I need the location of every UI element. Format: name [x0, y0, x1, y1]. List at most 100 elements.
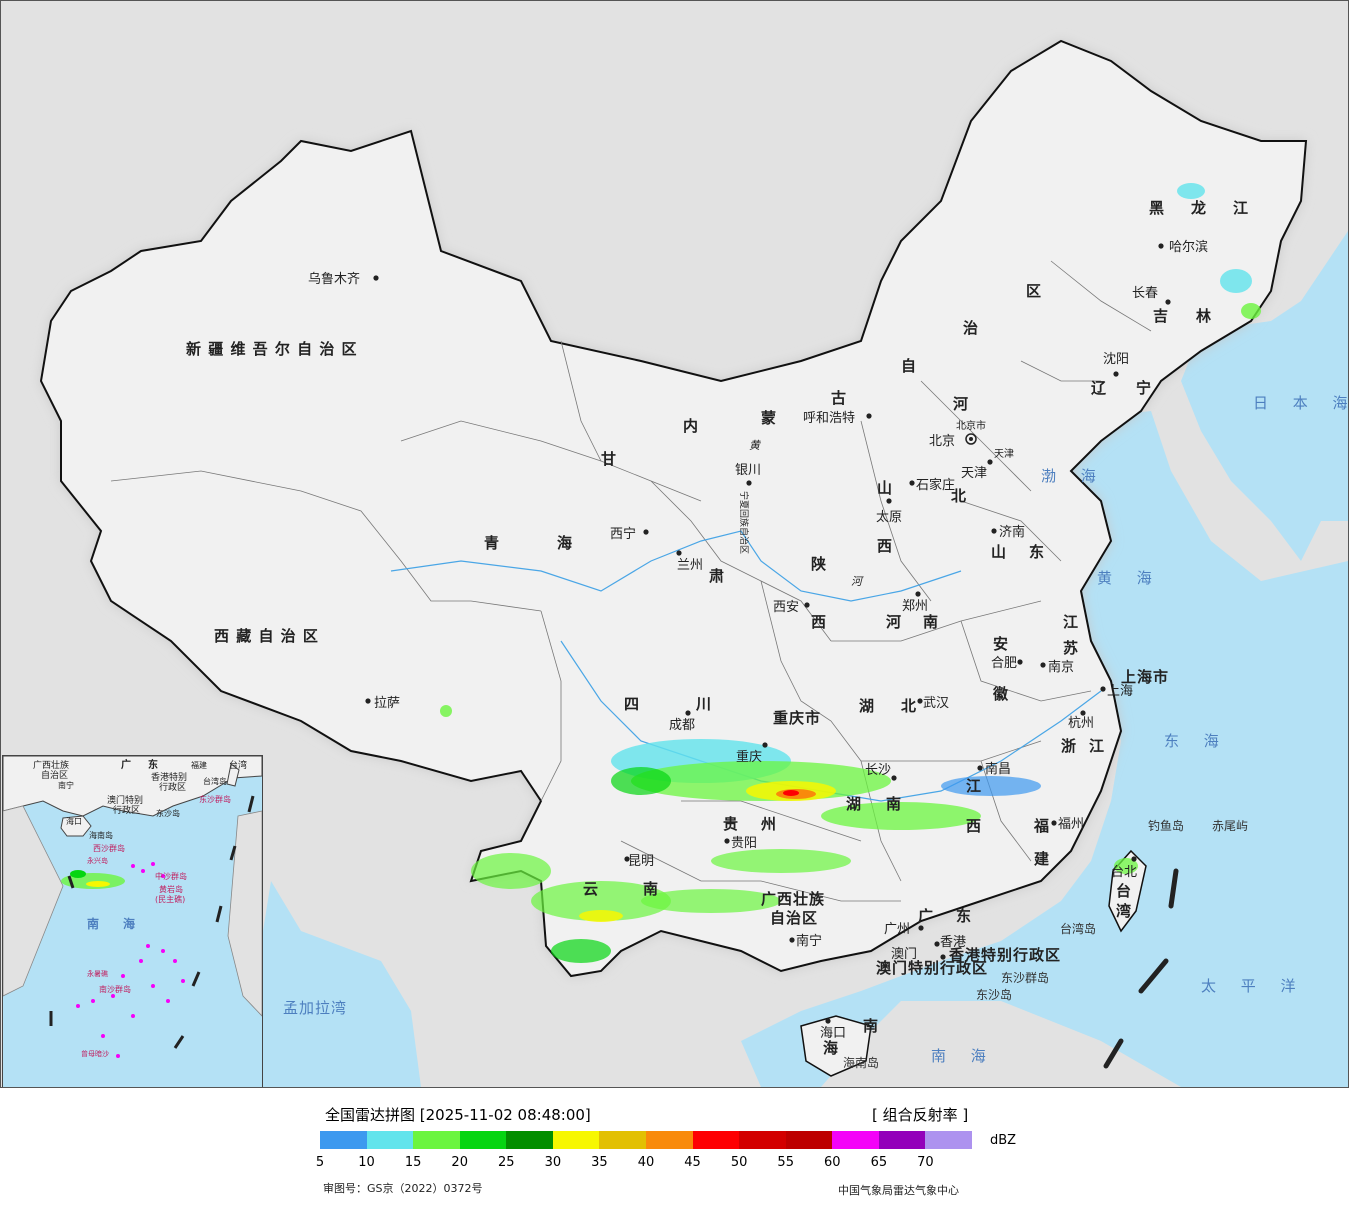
color-swatch: [459, 1131, 507, 1149]
inset-boundary-dashes: [49, 795, 255, 1049]
province-labels: 新 疆 维 吾 尔 自 治 区 西 藏 自 治 区 青 海 四 川 甘 肃 内 …: [186, 199, 1249, 1057]
city-label: 济南: [999, 524, 1025, 540]
sea-label: 东 海: [1164, 732, 1229, 750]
inset-land: [3, 756, 262, 817]
province-label: 香港特别行政区: [949, 946, 1061, 964]
city-label: 呼和浩特: [803, 411, 855, 426]
inset-canvas: 广西壮族 自治区 南宁 广 东 福建 台湾 香港特别 行政区 台湾岛 澳门特别 …: [3, 756, 262, 1058]
city-label: 贵阳: [731, 836, 757, 851]
color-swatch: [739, 1131, 786, 1149]
color-scale-bar: [320, 1131, 972, 1149]
inset-label: 广西壮族: [33, 759, 69, 771]
river-label: 黄: [749, 439, 762, 452]
inset-label: 福建: [191, 760, 207, 770]
city-label: 沈阳: [1103, 352, 1129, 367]
scale-tick-label: 65: [870, 1155, 888, 1170]
inset-label: 行政区: [113, 804, 140, 816]
inset-hainan: [60, 815, 92, 837]
inset-label: (民主礁): [155, 894, 185, 904]
inset-label: 西沙群岛: [93, 843, 125, 853]
city-label: 杭州: [1068, 716, 1094, 731]
province-label: 南: [643, 880, 659, 898]
province-label: 广: [918, 907, 934, 925]
city-label: 西安: [773, 600, 799, 615]
province-label: 蒙: [761, 409, 777, 427]
province-label: 川: [695, 695, 712, 713]
city-label: 福州: [1058, 817, 1084, 832]
province-label: 江: [1063, 613, 1079, 631]
inset-reefs: [76, 862, 185, 1058]
province-label: 湾: [1116, 902, 1132, 920]
city-label: 重庆: [736, 749, 762, 765]
inset-label: 中沙群岛: [155, 871, 187, 881]
province-label: 湖: [859, 697, 875, 715]
province-label: 南: [863, 1017, 879, 1035]
province-label: 北: [901, 697, 917, 715]
province-label: 江: [1233, 199, 1249, 217]
color-swatch: [692, 1131, 740, 1149]
city-label: 澳门: [891, 946, 917, 962]
color-swatch: [832, 1131, 879, 1149]
province-label: 西 藏 自 治 区: [214, 627, 319, 645]
city-label: 南昌: [985, 761, 1011, 777]
city-label: 合肥: [991, 656, 1017, 671]
color-swatch: [366, 1131, 414, 1149]
color-swatch: [878, 1131, 926, 1149]
inset-label: 海口: [66, 816, 82, 826]
city-label: 拉萨: [374, 696, 400, 711]
province-label: 海: [557, 534, 573, 552]
south-china-sea-inset: 广西壮族 自治区 南宁 广 东 福建 台湾 香港特别 行政区 台湾岛 澳门特别 …: [2, 755, 263, 1087]
city-label: 上海: [1107, 684, 1133, 699]
legend-panel: 全国雷达拼图 [2025-11-02 08:48:00] [ 组合反射率 ] d…: [0, 1088, 1349, 1208]
china-land: [39, 39, 1308, 978]
province-label: 浙: [1061, 737, 1077, 755]
province-label: 西: [877, 537, 893, 555]
province-label: 徽: [992, 685, 1009, 703]
pacific-ocean: [1181, 231, 1348, 561]
inset-labels: 广西壮族 自治区 南宁 广 东 福建 台湾 香港特别 行政区 台湾岛 澳门特别 …: [33, 758, 247, 1058]
inset-label: 台湾: [229, 759, 247, 771]
inset-label: 永兴岛: [87, 856, 108, 865]
inset-label: 永暑礁: [87, 969, 108, 978]
city-label: 香港: [940, 935, 966, 950]
approval-number: 审图号：GS京（2022）0372号: [323, 1182, 483, 1195]
sea-boundary-lines: [1103, 868, 1179, 1069]
inset-philippines: [227, 810, 262, 1017]
radar-echoes: [440, 183, 1261, 963]
province-label: 山: [991, 543, 1007, 561]
inset-label: 自治区: [41, 769, 68, 781]
city-label: 乌鲁木齐: [308, 271, 360, 287]
province-label: 东: [956, 907, 972, 925]
inset-label: 广: [121, 758, 131, 771]
legend-unit: dBZ: [990, 1133, 1017, 1148]
island-labels: 钓鱼岛 赤尾屿 台湾岛 东沙群岛 东沙岛 海南岛: [843, 818, 1248, 1070]
province-label: 新 疆 维 吾 尔 自 治 区: [186, 340, 358, 358]
province-label: 河: [953, 395, 969, 413]
scale-tick-label: 70: [917, 1155, 934, 1170]
inset-label: 东: [148, 758, 158, 771]
inset-label: 香港特别: [151, 771, 187, 783]
inset-label: 行政区: [159, 781, 186, 793]
sea-label: 黄 海: [1097, 569, 1162, 587]
city-label: 银川: [735, 463, 761, 478]
scale-tick-label: 35: [591, 1155, 608, 1170]
island-label: 钓鱼岛: [1148, 818, 1184, 833]
scale-tick-label: 20: [451, 1155, 468, 1170]
scale-tick-label: 40: [637, 1155, 655, 1170]
city-label: 太原: [876, 510, 902, 525]
province-label: 黑: [1149, 199, 1165, 217]
inset-label: 黄岩岛: [159, 884, 183, 894]
island-label: 东沙群岛: [1001, 970, 1049, 985]
scale-tick-label: 60: [824, 1155, 841, 1170]
island-label: 赤尾屿: [1212, 819, 1248, 833]
province-label: 上海市: [1121, 668, 1169, 686]
inset-label: 东沙岛: [156, 808, 180, 818]
color-swatch: [599, 1131, 646, 1149]
inset-taiwan: [226, 763, 240, 787]
inset-label: 澳门特别: [107, 794, 143, 806]
province-label: 西: [811, 613, 827, 631]
inset-label: 台湾岛: [203, 776, 227, 786]
inset-label: 海: [123, 916, 135, 931]
china-map-canvas: 新 疆 维 吾 尔 自 治 区 西 藏 自 治 区 青 海 四 川 甘 肃 内 …: [39, 39, 1348, 1087]
inset-label: 南宁: [58, 780, 74, 790]
